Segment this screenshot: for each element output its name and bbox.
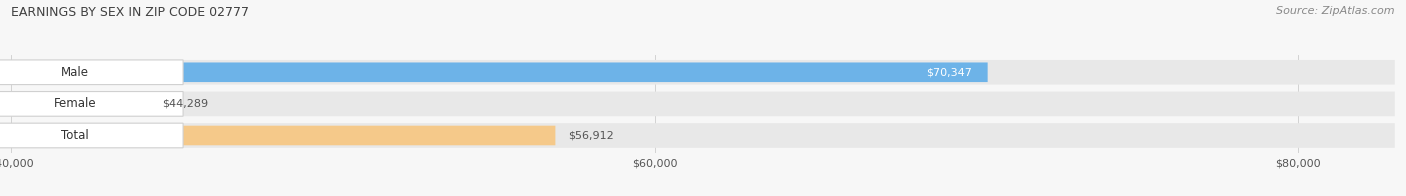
FancyBboxPatch shape xyxy=(11,126,555,145)
Text: $70,347: $70,347 xyxy=(925,67,972,77)
FancyBboxPatch shape xyxy=(11,123,1395,148)
Text: $56,912: $56,912 xyxy=(568,131,614,141)
FancyBboxPatch shape xyxy=(0,60,183,85)
FancyBboxPatch shape xyxy=(11,92,1395,116)
Text: Source: ZipAtlas.com: Source: ZipAtlas.com xyxy=(1277,6,1395,16)
Text: Male: Male xyxy=(60,66,89,79)
FancyBboxPatch shape xyxy=(11,63,987,82)
Text: Total: Total xyxy=(60,129,89,142)
FancyBboxPatch shape xyxy=(0,123,183,148)
FancyBboxPatch shape xyxy=(0,92,183,116)
FancyBboxPatch shape xyxy=(11,60,1395,85)
FancyBboxPatch shape xyxy=(11,94,149,114)
Text: $44,289: $44,289 xyxy=(162,99,208,109)
Text: EARNINGS BY SEX IN ZIP CODE 02777: EARNINGS BY SEX IN ZIP CODE 02777 xyxy=(11,6,249,19)
Text: Female: Female xyxy=(53,97,96,110)
